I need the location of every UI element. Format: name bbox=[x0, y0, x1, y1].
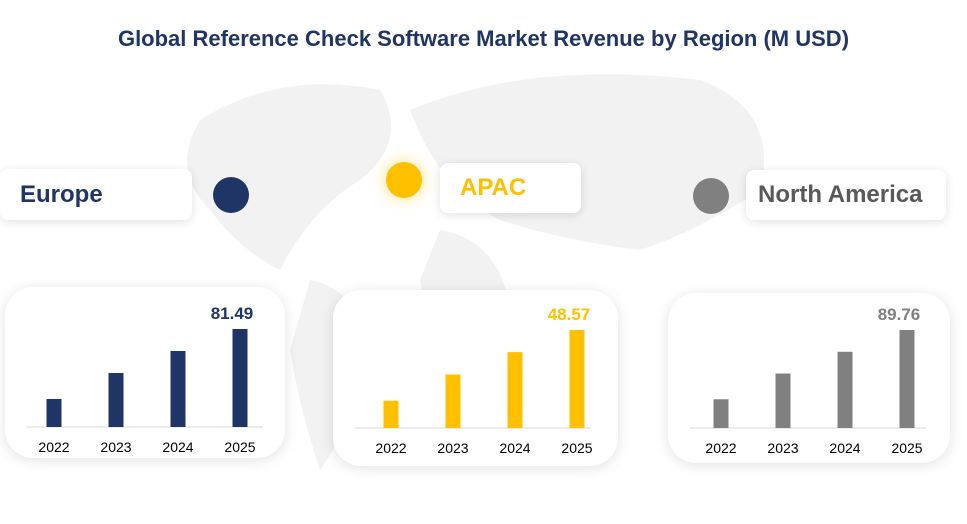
bar-2024 bbox=[170, 350, 186, 427]
x-tick-label: 2025 bbox=[561, 440, 592, 456]
apac-marker-icon bbox=[386, 162, 422, 198]
bar-2023 bbox=[445, 374, 461, 428]
europe-marker-icon bbox=[213, 177, 249, 213]
bar-2022 bbox=[713, 399, 729, 428]
x-tick-label: 2024 bbox=[499, 440, 530, 456]
bar-2022 bbox=[383, 400, 399, 428]
x-tick-label: 2023 bbox=[767, 440, 798, 456]
north-america-marker-icon bbox=[693, 178, 729, 214]
bar-2023 bbox=[108, 373, 124, 427]
x-tick-label: 2024 bbox=[829, 440, 860, 456]
north-america-chart-card: 2022 2023 2024 2025 89.76 bbox=[668, 293, 950, 463]
data-label: 48.57 bbox=[548, 305, 591, 324]
chart-title: Global Reference Check Software Market R… bbox=[117, 26, 850, 51]
x-tick-label: 2022 bbox=[705, 440, 736, 456]
data-label: 81.49 bbox=[211, 304, 254, 323]
europe-chart: 2022 2023 2024 2025 81.49 bbox=[27, 304, 263, 455]
legend-europe: Europe bbox=[0, 169, 192, 220]
north-america-chart: 2022 2023 2024 2025 89.76 bbox=[690, 305, 926, 456]
x-tick-label: 2022 bbox=[38, 439, 69, 455]
apac-chart: 2022 2023 2024 2025 48.57 bbox=[355, 305, 593, 456]
bar-2023 bbox=[775, 373, 791, 428]
bar-2024 bbox=[507, 352, 523, 428]
x-tick-label: 2024 bbox=[162, 439, 193, 455]
x-tick-label: 2025 bbox=[891, 440, 922, 456]
bar-2025 bbox=[569, 330, 585, 428]
data-label: 89.76 bbox=[878, 305, 921, 324]
bar-2025 bbox=[232, 329, 248, 427]
x-tick-label: 2023 bbox=[100, 439, 131, 455]
legend-apac: APAC bbox=[440, 163, 581, 213]
bar-2024 bbox=[837, 351, 853, 428]
bar-2022 bbox=[46, 398, 62, 427]
europe-chart-card: 2022 2023 2024 2025 81.49 bbox=[5, 287, 285, 458]
x-tick-label: 2023 bbox=[437, 440, 468, 456]
legend-north-america: North America bbox=[746, 170, 946, 220]
apac-chart-card: 2022 2023 2024 2025 48.57 bbox=[333, 290, 618, 466]
x-tick-label: 2022 bbox=[375, 440, 406, 456]
bar-2025 bbox=[899, 330, 915, 428]
x-tick-label: 2025 bbox=[224, 439, 255, 455]
